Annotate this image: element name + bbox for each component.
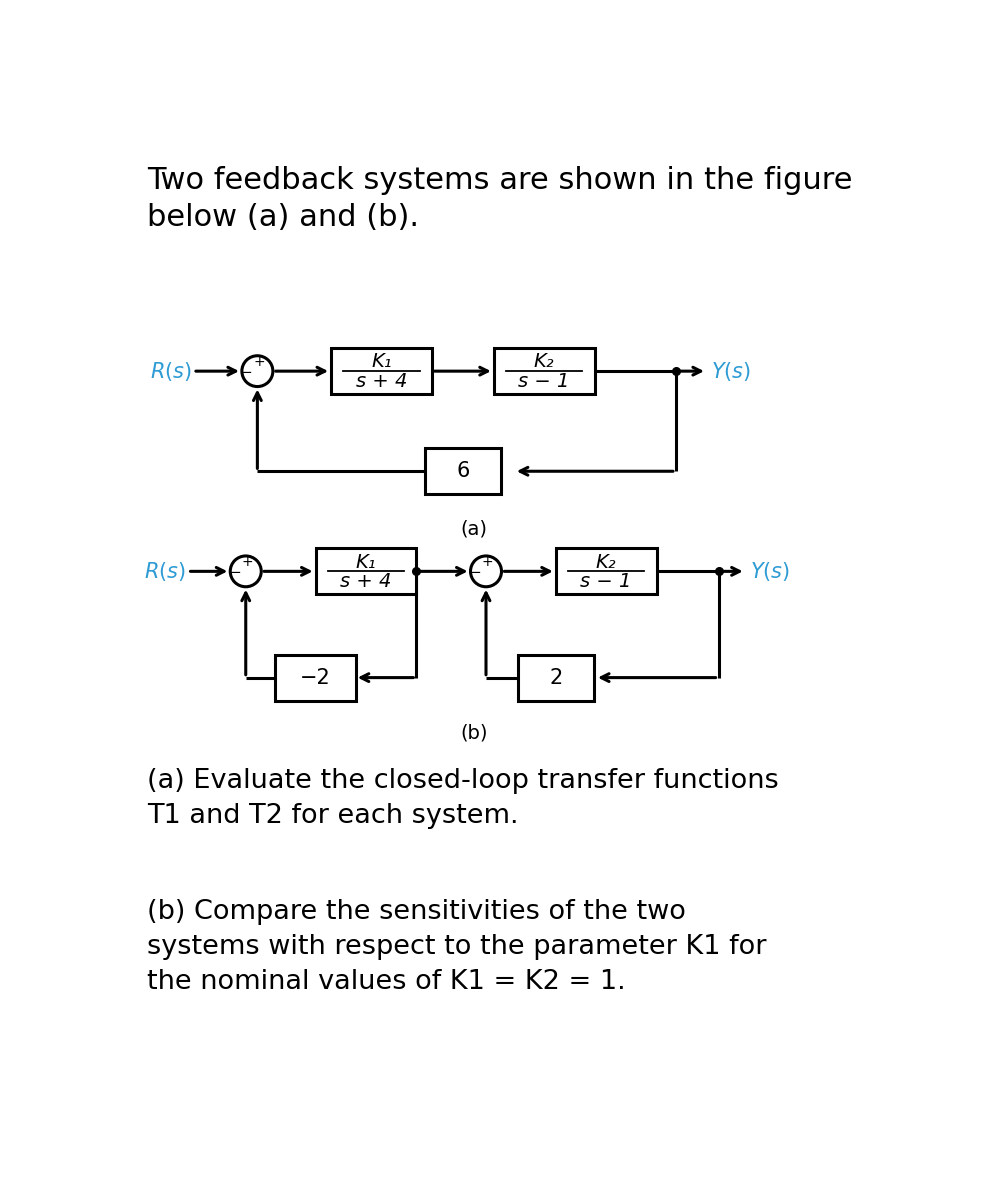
Text: s − 1: s − 1 bbox=[519, 372, 570, 391]
Text: (a): (a) bbox=[461, 520, 487, 539]
Text: +: + bbox=[481, 554, 493, 569]
Text: (b) Compare the sensitivities of the two
systems with respect to the parameter K: (b) Compare the sensitivities of the two… bbox=[148, 899, 767, 995]
Circle shape bbox=[230, 556, 261, 587]
Text: $Y(s)$: $Y(s)$ bbox=[711, 360, 751, 383]
Bar bbox=[425, 448, 500, 494]
Bar bbox=[316, 548, 416, 594]
Bar bbox=[493, 348, 595, 395]
Text: (b): (b) bbox=[460, 724, 488, 743]
Text: +: + bbox=[241, 554, 253, 569]
Text: s + 4: s + 4 bbox=[356, 372, 407, 391]
Text: −: − bbox=[228, 565, 241, 581]
Text: s + 4: s + 4 bbox=[340, 572, 392, 592]
Bar bbox=[518, 654, 594, 701]
Text: K₂: K₂ bbox=[596, 553, 616, 571]
Text: 2: 2 bbox=[549, 667, 563, 688]
Text: $R(s)$: $R(s)$ bbox=[150, 360, 192, 383]
Circle shape bbox=[470, 556, 501, 587]
Text: −: − bbox=[468, 565, 481, 581]
Bar bbox=[275, 654, 356, 701]
Text: −: − bbox=[240, 365, 252, 380]
Text: K₂: K₂ bbox=[534, 353, 555, 372]
Circle shape bbox=[242, 355, 273, 386]
Text: K₁: K₁ bbox=[356, 553, 376, 571]
Text: $Y(s)$: $Y(s)$ bbox=[750, 560, 790, 583]
Text: +: + bbox=[253, 355, 264, 368]
Text: (a) Evaluate the closed-loop transfer functions
T1 and T2 for each system.: (a) Evaluate the closed-loop transfer fu… bbox=[148, 768, 779, 829]
Text: $R(s)$: $R(s)$ bbox=[144, 560, 186, 583]
Text: −2: −2 bbox=[300, 667, 331, 688]
Bar bbox=[331, 348, 432, 395]
Text: K₁: K₁ bbox=[371, 353, 392, 372]
Text: s − 1: s − 1 bbox=[581, 572, 632, 592]
Text: 6: 6 bbox=[456, 461, 469, 481]
Text: Two feedback systems are shown in the figure
below (a) and (b).: Two feedback systems are shown in the fi… bbox=[148, 166, 853, 232]
Bar bbox=[556, 548, 656, 594]
